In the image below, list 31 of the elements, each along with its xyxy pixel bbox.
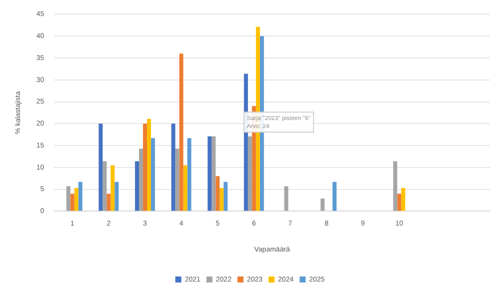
bar: [393, 161, 398, 211]
bar: [114, 182, 119, 211]
bar: [332, 182, 337, 211]
bar: [134, 161, 139, 211]
bar: [216, 176, 220, 211]
bar: [320, 198, 325, 211]
bar: [78, 182, 82, 211]
bar: [224, 182, 228, 211]
bar: [212, 136, 216, 211]
bar: [106, 194, 111, 211]
bar: [171, 124, 176, 211]
bar: [66, 186, 70, 211]
bar: [110, 165, 115, 211]
bar: [138, 148, 143, 211]
bar: [98, 124, 103, 211]
bar: [208, 136, 212, 211]
bar: [220, 188, 224, 211]
bar: [74, 188, 78, 211]
bar: [284, 186, 288, 211]
bar: [179, 54, 184, 211]
bar: [102, 161, 107, 211]
bar: [142, 124, 147, 211]
bar: [397, 194, 402, 211]
bar: [150, 138, 155, 211]
bar: [146, 118, 151, 211]
bar: [401, 188, 406, 211]
bar: [175, 148, 180, 211]
bar: [248, 136, 252, 211]
bar: [183, 165, 188, 211]
bar: [70, 194, 74, 211]
bar: [187, 138, 192, 211]
